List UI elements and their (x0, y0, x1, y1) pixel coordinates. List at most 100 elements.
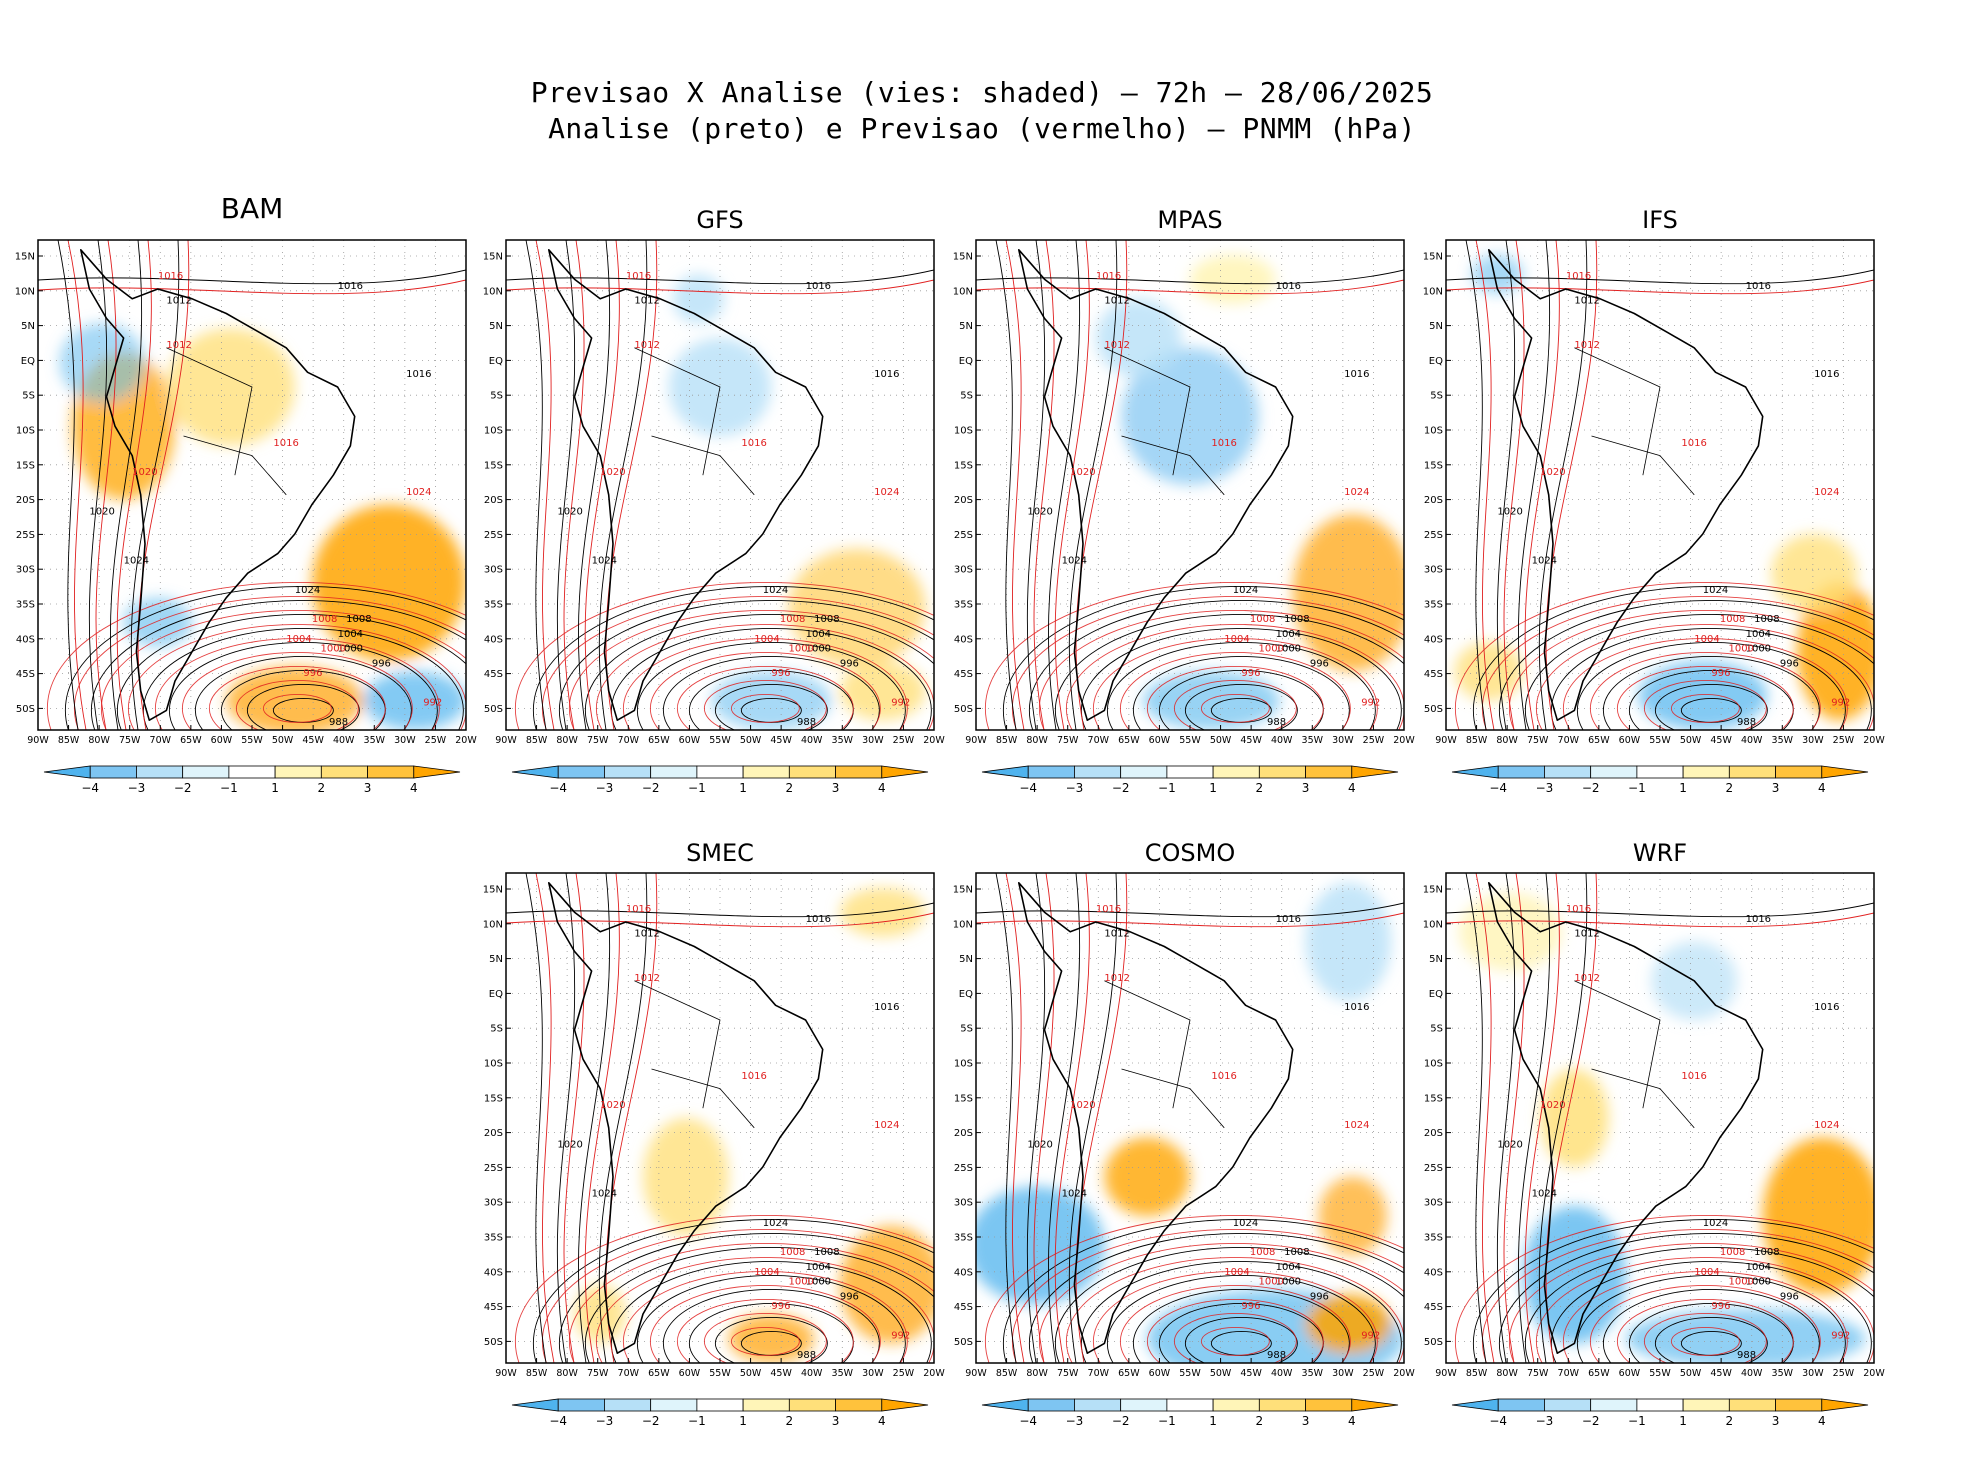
colorbar-segment (557, 1398, 605, 1412)
lon-label: 50W (272, 735, 294, 746)
analysis-isobar-label: 1020 (557, 1139, 582, 1150)
colorbar-segment (511, 1398, 559, 1412)
colorbar-label: 2 (1256, 781, 1264, 795)
forecast-isobar (1545, 240, 1598, 730)
colorbar-label: −2 (642, 781, 660, 795)
lon-label: 25W (1363, 735, 1385, 746)
analysis-isobar (1538, 873, 1588, 1363)
forecast-isobar (1092, 637, 1378, 730)
bias-area (1190, 254, 1276, 304)
lon-label: 90W (495, 735, 517, 746)
analysis-isobar (1465, 240, 1487, 730)
analysis-isobar-label: 1000 (338, 644, 363, 655)
analysis-isobar-label: 1004 (1276, 1262, 1301, 1273)
lat-label: 15S (954, 460, 973, 471)
lon-label: 45W (770, 735, 792, 746)
forecast-isobar-label: 1012 (634, 973, 659, 984)
colorbar-label: 4 (1348, 1414, 1356, 1428)
forecast-isobar (676, 665, 854, 730)
analysis-isobar (1550, 1260, 1872, 1363)
lat-label: 5N (489, 954, 503, 965)
forecast-isobar-label: 1016 (1566, 904, 1591, 915)
analysis-isobar (636, 641, 906, 730)
colorbar-segment (1258, 765, 1306, 779)
colorbar-label: −2 (174, 781, 192, 795)
colorbar-segment (320, 765, 368, 779)
lon-label: 55W (709, 1368, 731, 1379)
lon-label: 40W (1271, 735, 1293, 746)
forecast-isobar (541, 595, 934, 730)
analysis-isobar (558, 1232, 934, 1363)
analysis-isobar (1446, 902, 1874, 918)
analysis-isobar (1517, 240, 1551, 730)
bias-area (1095, 298, 1182, 378)
colorbar-segment (1590, 1398, 1638, 1412)
colorbar-segment (228, 765, 276, 779)
lon-label: 55W (709, 735, 731, 746)
lon-label: 80W (1496, 735, 1518, 746)
lon-label: 50W (740, 735, 762, 746)
colorbar-segment (1027, 765, 1075, 779)
forecast-isobar (1119, 651, 1351, 730)
analysis-isobar (1047, 873, 1081, 1363)
forecast-isobar (535, 873, 555, 1363)
lon-label: 70W (1088, 735, 1110, 746)
analysis-isobar (1184, 683, 1298, 730)
forecast-isobar (1670, 693, 1740, 723)
colorbar-segment (835, 765, 883, 779)
forecast-isobar (1075, 240, 1128, 730)
lon-label: 70W (1558, 1368, 1580, 1379)
lon-label: 60W (679, 735, 701, 746)
lon-label: 25W (893, 735, 915, 746)
forecast-isobar-label: 1024 (874, 487, 899, 498)
forecast-isobar-label: 1000 (320, 644, 345, 655)
forecast-isobar-label: 1008 (312, 614, 337, 625)
forecast-isobar (976, 279, 1404, 295)
colorbar-segment (1212, 765, 1260, 779)
forecast-isobar (1454, 1214, 1874, 1363)
lat-label: 45S (484, 1302, 503, 1313)
forecast-isobar (1503, 873, 1525, 1363)
lon-label: 60W (1149, 1368, 1171, 1379)
colorbar-label: 4 (878, 1414, 886, 1428)
lon-label: 50W (1680, 735, 1702, 746)
analysis-isobar-label: 1012 (1574, 929, 1599, 940)
analysis-isobar (1028, 1232, 1404, 1363)
lon-label: 85W (1466, 1368, 1488, 1379)
colorbar-label: −3 (1536, 1414, 1554, 1428)
lat-label: 10N (953, 919, 973, 930)
forecast-isobar (1503, 240, 1525, 730)
forecast-isobar-label: 1024 (1814, 487, 1839, 498)
lon-label: 45W (302, 735, 324, 746)
colorbar-segment (1497, 765, 1545, 779)
analysis-isobar (577, 873, 611, 1363)
lat-label: 20S (484, 1128, 503, 1139)
colorbar-label: 4 (410, 781, 418, 795)
analysis-isobar-label: 988 (329, 717, 348, 728)
forecast-isobar-label: 996 (1711, 1301, 1730, 1312)
lat-label: 50S (484, 704, 503, 715)
lat-label: 10N (953, 286, 973, 297)
analysis-isobar (1132, 1288, 1350, 1363)
bias-area (839, 1225, 934, 1344)
forecast-isobar (154, 637, 440, 730)
south-america-coastline (1018, 882, 1294, 1354)
lon-label: 65W (1588, 735, 1610, 746)
lon-label: 30W (862, 1368, 884, 1379)
analysis-isobar (1538, 240, 1588, 730)
panel-map-svg: 1016101210201024100810041000996988101610… (483, 872, 945, 1428)
lon-label: 20W (455, 735, 477, 746)
forecast-isobar (976, 912, 1404, 928)
analysis-isobar (168, 641, 438, 730)
colorbar-label: −1 (1158, 1414, 1176, 1428)
colorbar-label: −1 (220, 781, 238, 795)
forecast-isobar (730, 1326, 800, 1356)
colorbar-label: −3 (1536, 781, 1554, 795)
colorbar-label: −2 (642, 1414, 660, 1428)
forecast-isobar-label: 1024 (406, 487, 431, 498)
panel-map-svg: 1016101210201024100810041000996988101610… (1423, 872, 1885, 1428)
colorbar-label: −1 (688, 781, 706, 795)
lat-label: 20S (954, 1128, 973, 1139)
colorbar-label: 1 (739, 781, 747, 795)
analysis-isobar-label: 1000 (806, 1277, 831, 1288)
